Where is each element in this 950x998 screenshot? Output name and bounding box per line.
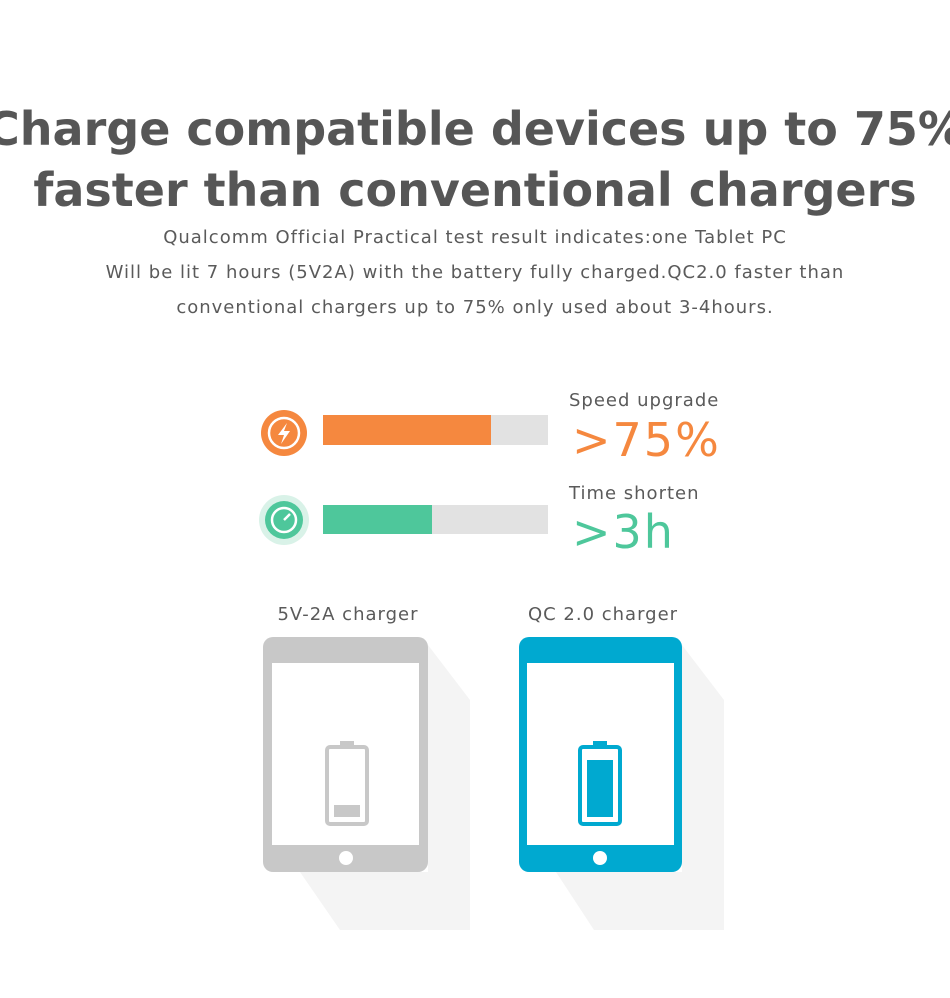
shadow <box>300 645 470 930</box>
progress-fill <box>323 505 432 534</box>
device-label: 5V-2A charger <box>277 604 418 625</box>
subtitle-line: Will be lit 7 hours (5V2A) with the batt… <box>106 262 845 283</box>
title-line: Charge compatible devices up to 75% <box>0 102 950 156</box>
subtitle-line: Qualcomm Official Practical test result … <box>163 227 787 248</box>
time-icon <box>259 495 309 545</box>
stat-label: Speed upgrade <box>569 390 719 411</box>
tablet-standard <box>263 637 428 872</box>
progress-fill <box>323 415 491 445</box>
stat-value: >3h <box>572 505 675 559</box>
stat-label: Time shorten <box>568 483 700 504</box>
title-line: faster than conventional chargers <box>33 163 916 217</box>
stat-value: >75% <box>572 413 721 467</box>
tablet-qc <box>519 637 682 872</box>
device-label: QC 2.0 charger <box>528 604 678 625</box>
subtitle-line: conventional chargers up to 75% only use… <box>176 297 773 318</box>
speed-icon <box>261 410 307 456</box>
